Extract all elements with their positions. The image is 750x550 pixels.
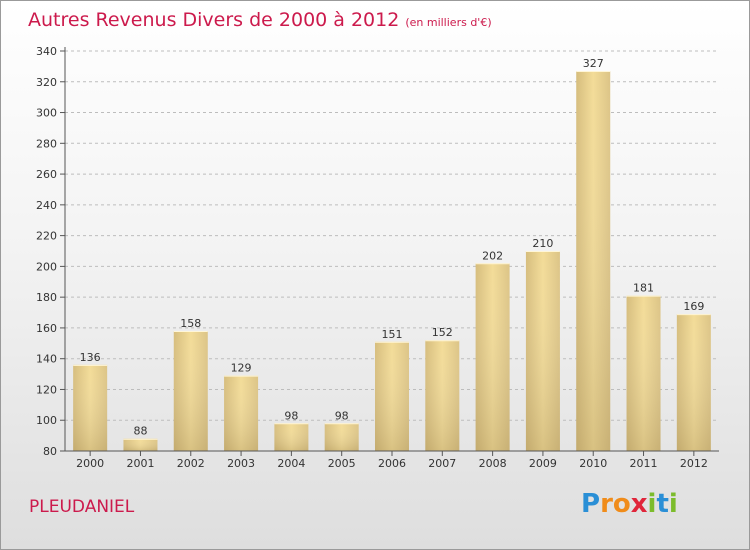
y-tick-label: 340	[36, 45, 57, 58]
data-label: 98	[284, 409, 298, 422]
bar-shade	[324, 423, 359, 451]
x-tick-label: 2008	[479, 457, 507, 470]
data-label: 181	[633, 282, 654, 295]
logo-letter: i	[668, 489, 678, 519]
y-tick-label: 280	[36, 137, 57, 150]
x-tick-label: 2000	[76, 457, 104, 470]
bar-shade	[425, 340, 460, 451]
x-tick-label: 2006	[378, 457, 406, 470]
data-label: 151	[382, 328, 403, 341]
logo-letter: i	[647, 489, 657, 519]
logo-letter: P	[581, 489, 601, 519]
y-tick-label: 220	[36, 230, 57, 243]
x-tick-label: 2004	[277, 457, 305, 470]
bar-series	[73, 71, 711, 451]
data-label: 136	[80, 351, 101, 364]
x-tick-label: 2005	[328, 457, 356, 470]
y-tick-label: 120	[36, 383, 57, 396]
data-label: 88	[133, 425, 147, 438]
x-axis-labels: 2000 2001 2002 2003 2004 2005 2006 2007 2008 2009…	[76, 451, 708, 470]
logo-letter: o	[612, 489, 631, 519]
logo-letter: t	[656, 489, 669, 519]
x-tick-label: 2012	[680, 457, 708, 470]
x-tick-label: 2007	[428, 457, 456, 470]
data-label: 158	[180, 317, 201, 330]
bar-shade	[224, 375, 259, 451]
y-tick-label: 240	[36, 199, 57, 212]
bar-shade	[475, 263, 510, 451]
proxiti-logo: Proxiti	[581, 489, 678, 519]
bar-shade	[173, 331, 208, 451]
bar-shade	[576, 71, 611, 451]
y-tick-label: 180	[36, 291, 57, 304]
y-tick-label: 140	[36, 353, 57, 366]
bar-shade	[626, 295, 661, 451]
x-tick-label: 2001	[126, 457, 154, 470]
y-tick-label: 160	[36, 322, 57, 335]
x-tick-label: 2003	[227, 457, 255, 470]
x-tick-label: 2010	[579, 457, 607, 470]
bar-shade	[676, 314, 711, 451]
chart-title: Autres Revenus Divers de 2000 à 2012 (en …	[28, 9, 492, 31]
logo-letter: x	[630, 489, 648, 519]
y-tick-label: 80	[43, 445, 57, 458]
data-label: 202	[482, 249, 503, 262]
y-tick-label: 100	[36, 414, 57, 427]
y-tick-label: 300	[36, 107, 57, 120]
data-label: 210	[532, 237, 553, 250]
bar-shade	[274, 423, 309, 451]
y-tick-label: 320	[36, 76, 57, 89]
chart-subtitle: (en milliers d'€)	[405, 16, 492, 29]
x-tick-label: 2011	[630, 457, 658, 470]
y-tick-label: 200	[36, 260, 57, 273]
bar-shade	[525, 251, 560, 451]
commune-name: PLEUDANIEL	[29, 497, 135, 517]
y-tick-label: 260	[36, 168, 57, 181]
x-tick-label: 2009	[529, 457, 557, 470]
bar-shade	[375, 341, 409, 451]
chart-title-text: Autres Revenus Divers de 2000 à 2012	[28, 9, 400, 31]
data-label: 152	[432, 326, 453, 339]
data-labels: 136 88 158 129 98 98 151 152 202 210 327 181 169	[80, 57, 705, 438]
x-tick-label: 2002	[177, 457, 205, 470]
bar-shade	[123, 438, 158, 451]
data-label: 129	[231, 362, 252, 375]
bar-shade	[73, 364, 108, 451]
data-label: 169	[683, 300, 704, 313]
y-axis-ticks: 80 100 120 140 160 180 200 220 240 260 280 300 320 34…	[36, 45, 65, 458]
logo-letter: r	[600, 489, 613, 519]
data-label: 327	[583, 57, 604, 70]
data-label: 98	[335, 409, 349, 422]
